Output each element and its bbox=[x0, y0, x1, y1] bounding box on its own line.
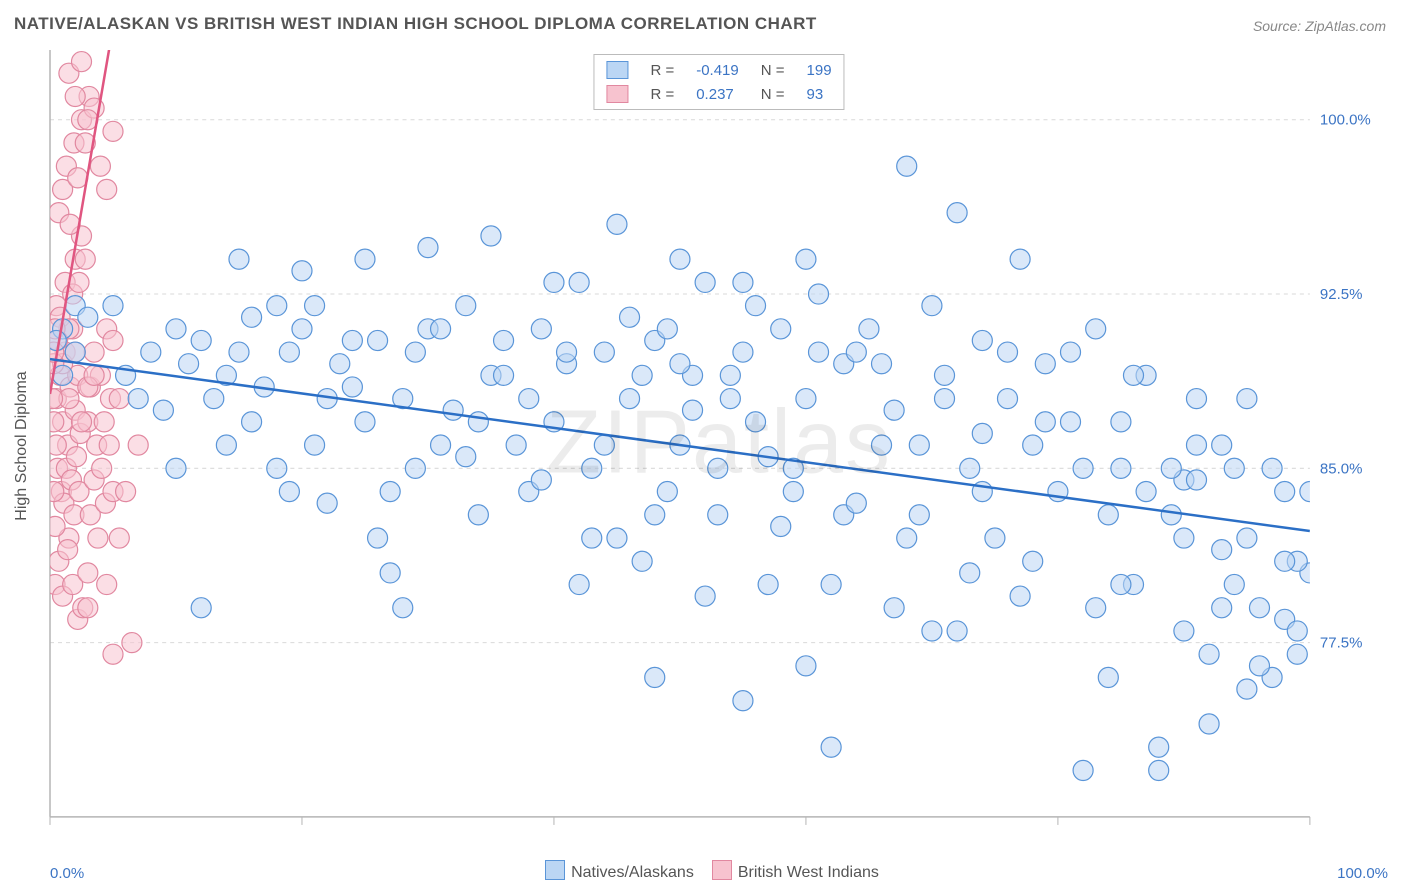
correlation-table: R =-0.419N =199R =0.237N =93 bbox=[593, 54, 844, 110]
scatter-chart: 77.5% 85.0% 92.5% 100.0% bbox=[48, 48, 1390, 837]
legend-swatch-bwi bbox=[712, 860, 732, 880]
series-legend: Natives/Alaskans British West Indians bbox=[0, 860, 1406, 882]
y-axis-label: High School Diploma bbox=[13, 371, 31, 520]
chart-title: NATIVE/ALASKAN VS BRITISH WEST INDIAN HI… bbox=[14, 14, 817, 34]
legend-label-bwi: British West Indians bbox=[738, 864, 879, 881]
svg-text:77.5%: 77.5% bbox=[1320, 635, 1363, 652]
legend-swatch-native bbox=[545, 860, 565, 880]
svg-text:92.5%: 92.5% bbox=[1320, 286, 1363, 303]
chart-area: 77.5%85.0%92.5%100.0% ZIPatlas R =-0.419… bbox=[48, 48, 1390, 837]
svg-text:100.0%: 100.0% bbox=[1320, 112, 1371, 129]
correlation-legend: R =-0.419N =199R =0.237N =93 bbox=[593, 54, 844, 110]
source-attribution: Source: ZipAtlas.com bbox=[1253, 18, 1386, 34]
legend-label-native: Natives/Alaskans bbox=[571, 864, 694, 881]
svg-text:85.0%: 85.0% bbox=[1320, 460, 1363, 477]
